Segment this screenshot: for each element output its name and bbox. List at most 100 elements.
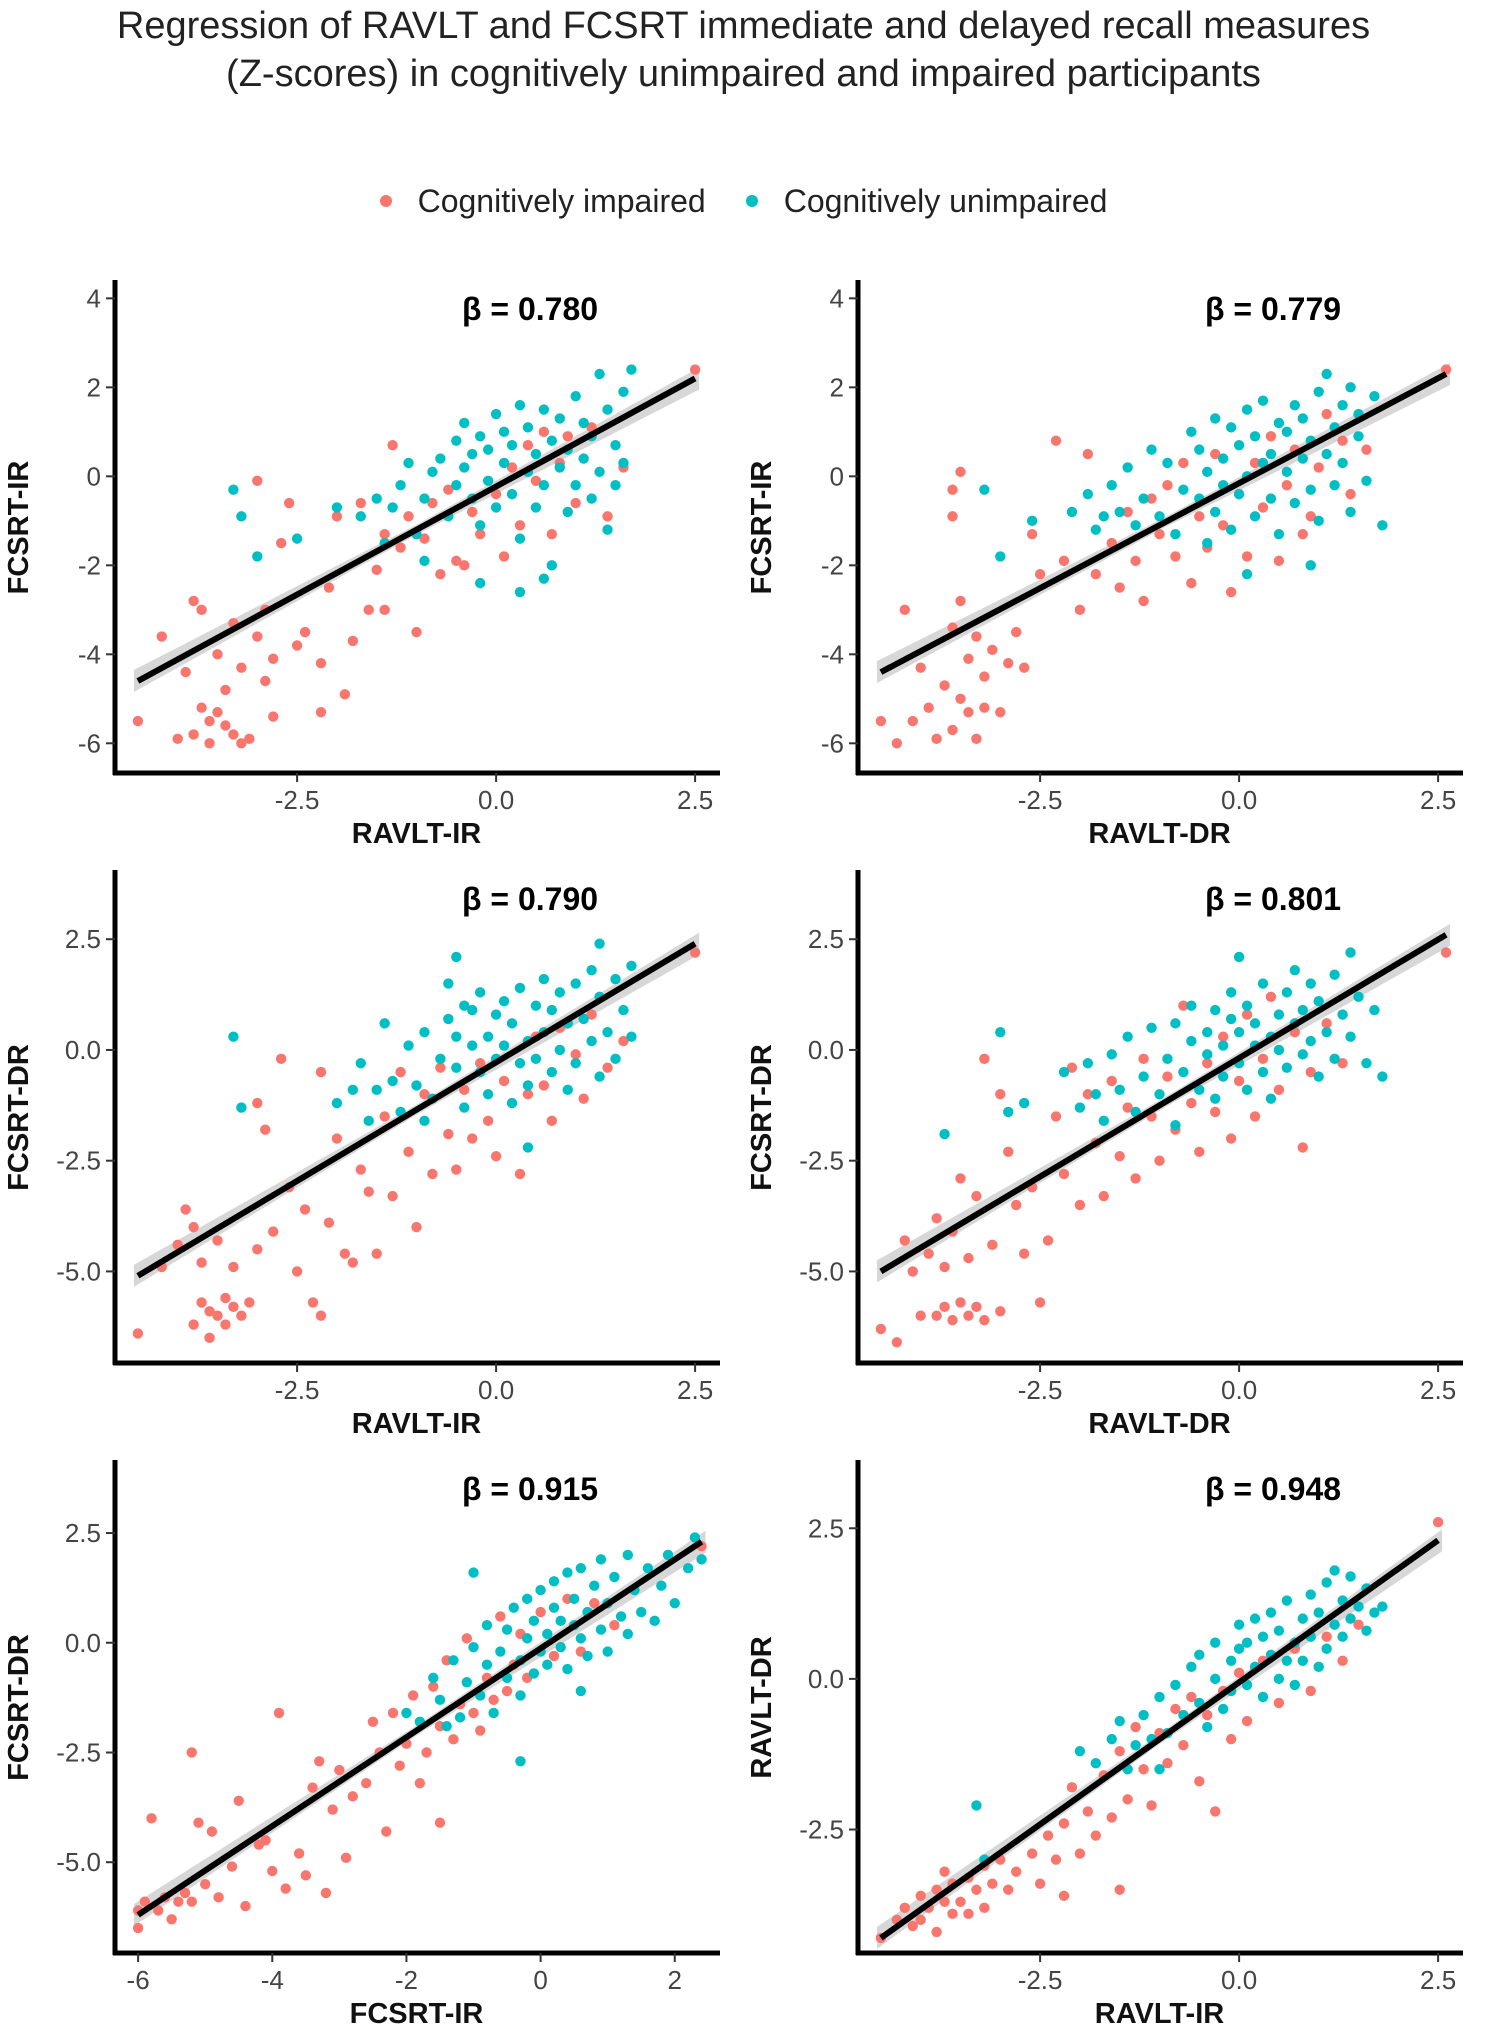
y-tick-label: -2.5: [799, 1815, 844, 1845]
point-impaired: [931, 1310, 942, 1321]
point-impaired: [1034, 1878, 1046, 1889]
point-unimpaired: [490, 1009, 502, 1020]
point-unimpaired: [451, 480, 462, 491]
point-impaired: [236, 1310, 247, 1321]
point-impaired: [875, 1323, 887, 1335]
point-unimpaired: [618, 457, 629, 469]
point-impaired: [1194, 511, 1205, 522]
y-tick-label: 2.5: [65, 924, 101, 954]
point-impaired: [1011, 626, 1022, 638]
point-unimpaired: [1257, 978, 1269, 989]
point-unimpaired: [610, 973, 621, 985]
point-impaired: [212, 1235, 223, 1246]
point-unimpaired: [626, 364, 637, 375]
point-impaired: [907, 715, 918, 727]
x-tick-label: 2.5: [677, 785, 713, 815]
point-unimpaired: [555, 1641, 566, 1653]
point-unimpaired: [554, 987, 565, 998]
point-impaired: [411, 1221, 422, 1233]
point-impaired: [355, 1164, 366, 1175]
point-impaired: [363, 1186, 374, 1197]
point-unimpaired: [1281, 1062, 1293, 1073]
point-unimpaired: [1273, 1673, 1285, 1685]
point-unimpaired: [594, 938, 605, 949]
point-impaired: [427, 1168, 438, 1180]
point-unimpaired: [602, 1027, 613, 1038]
x-axis-title: RAVLT-DR: [1088, 818, 1230, 850]
y-tick-label: -5.0: [56, 1256, 101, 1286]
point-unimpaired: [562, 1663, 573, 1675]
point-impaired: [931, 1213, 942, 1224]
panel-fcsrt-dr-vs-ravlt-ir: -2.5 0.0 2.5 -5.0 -2.5 0.0 2.5 RAVLT-IR FCSRT-DR…: [0, 860, 743, 1450]
point-unimpaired: [427, 466, 438, 478]
point-unimpaired: [602, 1646, 613, 1657]
point-unimpaired: [1210, 506, 1221, 518]
point-impaired: [1162, 1758, 1173, 1769]
point-impaired: [236, 738, 247, 749]
point-unimpaired: [1090, 1758, 1102, 1769]
point-unimpaired: [1297, 453, 1308, 464]
point-unimpaired: [1329, 1619, 1340, 1630]
point-unimpaired: [1281, 987, 1293, 998]
point-unimpaired: [488, 1707, 499, 1719]
point-unimpaired: [474, 520, 486, 531]
point-impaired: [1050, 1854, 1062, 1865]
point-unimpaired: [1345, 1031, 1356, 1042]
x-tick-label: 0.0: [1221, 1375, 1257, 1405]
legend-item-unimpaired: Cognitively unimpaired: [745, 183, 1107, 220]
point-impaired: [1225, 1133, 1237, 1144]
point-impaired: [546, 1115, 558, 1127]
point-unimpaired: [1337, 457, 1348, 469]
point-unimpaired: [331, 1097, 343, 1109]
point-unimpaired: [1241, 1679, 1253, 1691]
point-impaired: [1337, 435, 1348, 446]
point-impaired: [180, 666, 191, 678]
y-tick-label: 0: [830, 461, 844, 491]
point-unimpaired: [995, 1027, 1006, 1038]
point-unimpaired: [615, 1611, 627, 1622]
point-impaired: [1082, 1806, 1094, 1817]
legend-marker-unimpaired: [745, 195, 758, 207]
point-impaired: [939, 1896, 950, 1908]
point-unimpaired: [530, 502, 542, 513]
point-impaired: [459, 560, 470, 571]
regression-line: [879, 371, 1448, 675]
point-unimpaired: [1090, 1089, 1102, 1100]
point-unimpaired: [594, 466, 605, 478]
point-unimpaired: [1305, 560, 1316, 571]
point-unimpaired: [443, 1013, 454, 1025]
point-unimpaired: [682, 1562, 694, 1574]
point-impaired: [1210, 1106, 1221, 1118]
point-impaired: [578, 1093, 589, 1104]
point-unimpaired: [514, 982, 526, 994]
point-unimpaired: [1249, 1018, 1261, 1029]
point-impaired: [915, 1914, 926, 1926]
point-unimpaired: [1225, 422, 1237, 433]
x-axis-title: FCSRT-IR: [350, 1998, 484, 2030]
point-unimpaired: [508, 1602, 519, 1613]
point-impaired: [482, 1115, 494, 1127]
point-impaired: [979, 702, 990, 713]
point-impaired: [1321, 408, 1332, 420]
point-impaired: [268, 711, 279, 722]
point-impaired: [1130, 1721, 1141, 1733]
point-impaired: [226, 1861, 238, 1872]
point-unimpaired: [1289, 965, 1301, 976]
point-impaired: [414, 1778, 426, 1789]
point-unimpaired: [1170, 1120, 1181, 1131]
point-impaired: [907, 1266, 918, 1277]
x-tick-label: -2.5: [275, 1375, 320, 1405]
point-impaired: [467, 506, 478, 518]
point-impaired: [546, 528, 558, 540]
point-impaired: [1194, 1776, 1205, 1787]
point-impaired: [387, 439, 398, 451]
point-unimpaired: [451, 435, 462, 446]
point-unimpaired: [971, 1800, 982, 1811]
scatter-plot: -2.5 0.0 2.5 -5.0 -2.5 0.0 2.5 RAVLT-IR FCSRT-DR…: [3, 870, 720, 1440]
point-unimpaired: [522, 1080, 534, 1091]
scatter-plot: -2.5 0.0 2.5 -2.5 0.0 2.5 RAVLT-IR RAVLT-DR β = …: [746, 1460, 1463, 2030]
x-tick-label: 0.0: [1221, 1965, 1257, 1995]
point-unimpaired: [355, 1058, 366, 1069]
point-impaired: [193, 1817, 204, 1828]
point-unimpaired: [1114, 1084, 1125, 1096]
